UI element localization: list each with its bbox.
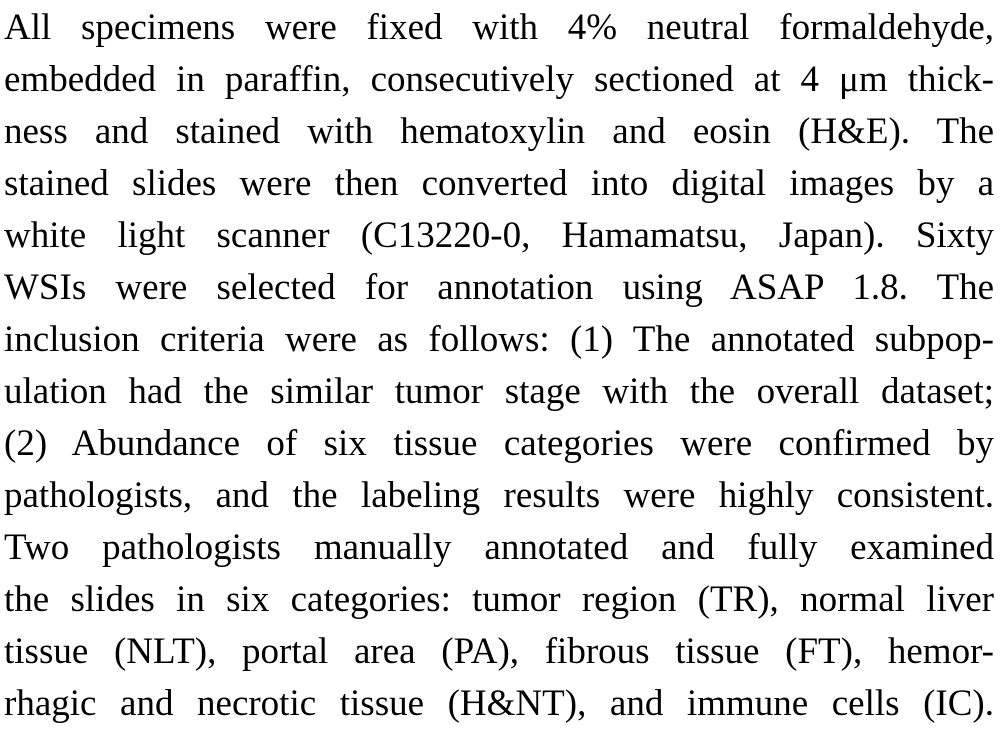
text-line: Two pathologists manually annotated and … xyxy=(4,527,994,568)
text-line: stained slides were then converted into … xyxy=(4,163,994,204)
text-line: rhagic and necrotic tissue (H&NT), and i… xyxy=(4,683,994,724)
text-line: white light scanner (C13220-0, Hamamatsu… xyxy=(4,215,994,256)
text-line: ulation had the similar tumor stage with… xyxy=(4,371,994,412)
text-line: pathologists, and the labeling results w… xyxy=(4,475,994,516)
text-line: All specimens were fixed with 4% neutral… xyxy=(4,7,994,48)
text-line: inclusion criteria were as follows: (1) … xyxy=(4,319,994,360)
text-line: tissue (NLT), portal area (PA), fibrous … xyxy=(4,631,994,672)
text-line: (2) Abundance of six tissue categories w… xyxy=(4,423,994,464)
text-line: the slides in six categories: tumor regi… xyxy=(4,579,994,620)
text-line: embedded in paraffin, consecutively sect… xyxy=(4,59,994,100)
text-line: ness and stained with hematoxylin and eo… xyxy=(4,111,994,152)
text-line: WSIs were selected for annotation using … xyxy=(4,267,994,308)
